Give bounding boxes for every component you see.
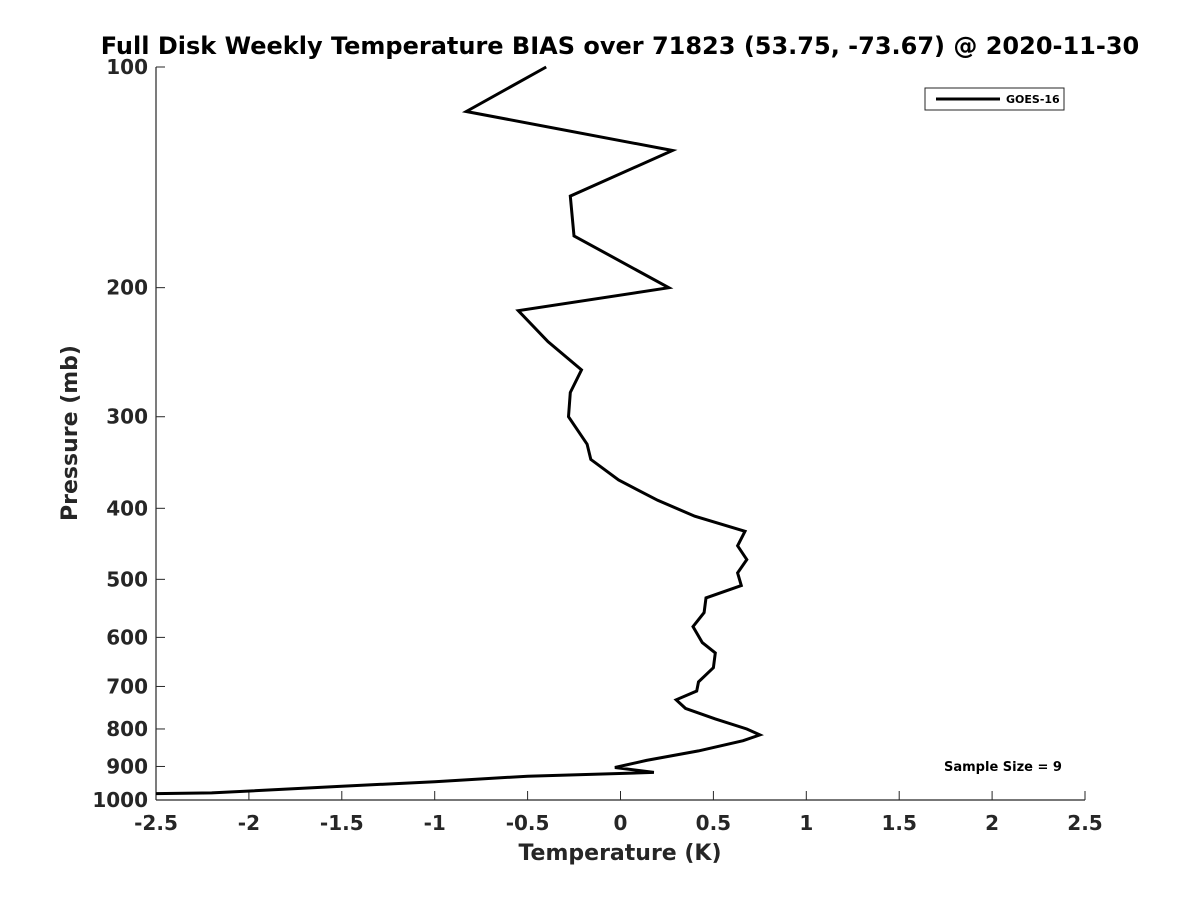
x-tick-label: 2.5 [1067,811,1102,835]
y-tick-label: 700 [106,674,148,698]
x-tick-label: 1 [799,811,813,835]
y-tick-label: 300 [106,405,148,429]
y-tick-label: 200 [106,276,148,300]
y-tick-label: 1000 [92,788,148,812]
x-tick-label: 0 [614,811,628,835]
x-tick-label: -1 [424,811,446,835]
series-line-goes-16 [155,65,764,796]
y-tick-label: 500 [106,567,148,591]
y-tick-label: 600 [106,625,148,649]
sample-size-annotation: Sample Size = 9 [944,760,1062,775]
x-tick-label: 2 [985,811,999,835]
x-tick-label: 1.5 [881,811,916,835]
x-tick-label: -2.5 [134,811,178,835]
x-ticks: -2.5 -2 -1.5 -1 -0.5 0 0.5 1 1.5 2 2.5 [134,791,1103,835]
y-ticks: 100 200 300 400 500 600 700 800 900 1000 [92,55,165,812]
chart-title: Full Disk Weekly Temperature BIAS over 7… [101,32,1140,60]
x-axis-label: Temperature (K) [518,841,721,866]
y-axis-label: Pressure (mb) [58,345,83,521]
y-tick-label: 900 [106,754,148,778]
y-tick-label: 100 [106,55,148,79]
x-tick-label: -0.5 [506,811,550,835]
y-tick-label: 800 [106,717,148,741]
legend-label-goes-16: GOES-16 [1006,93,1060,106]
legend: GOES-16 [924,87,1065,111]
series-layer [155,65,764,796]
x-tick-label: -2 [238,811,260,835]
y-tick-label: 400 [106,496,148,520]
x-tick-label: 0.5 [696,811,731,835]
x-tick-label: -1.5 [320,811,364,835]
